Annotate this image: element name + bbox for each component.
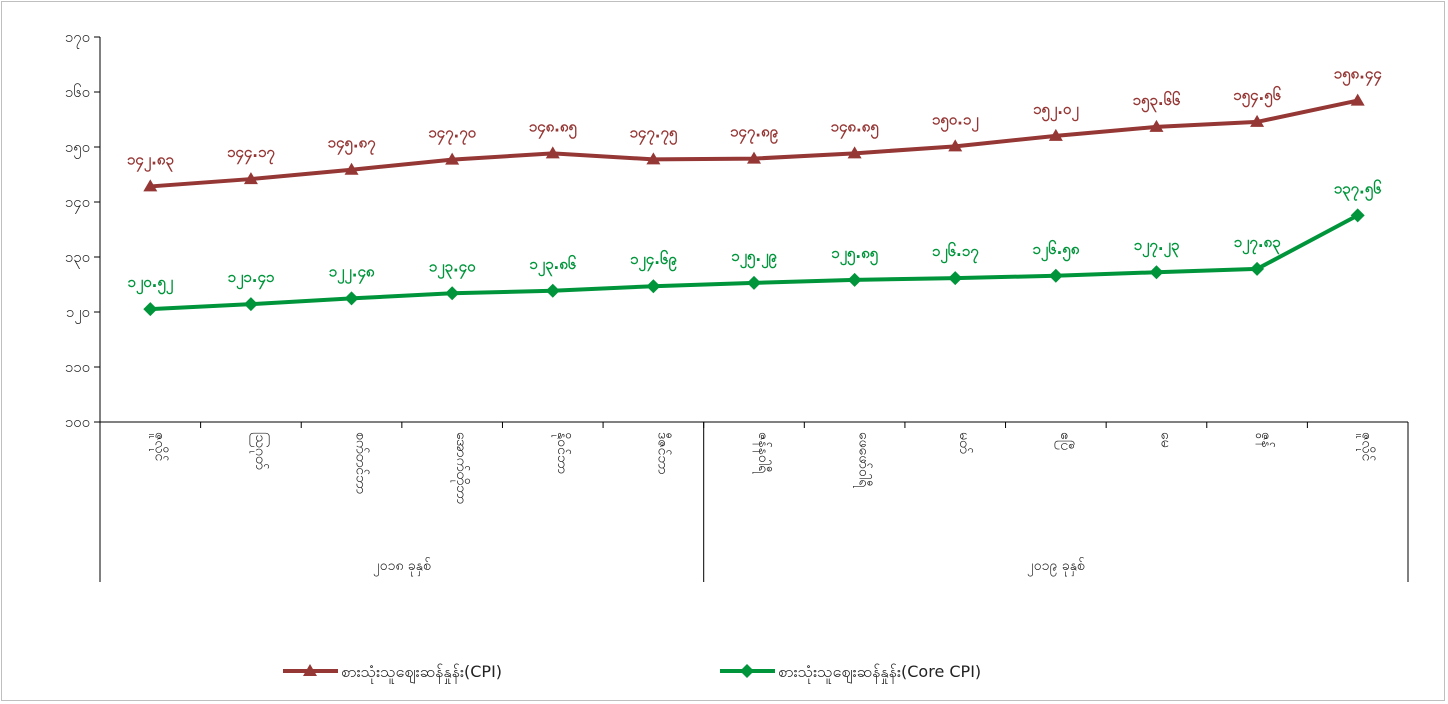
data-point-diamond — [847, 272, 862, 287]
legend: စားသုံးသူဈေးဆန်နှုန်း(CPI) စားသုံးသူဈေးဆန… — [283, 662, 981, 684]
data-point-triangle — [1149, 119, 1164, 132]
x-category-label: မတ် — [956, 432, 972, 454]
data-point-diamond — [646, 279, 661, 294]
data-label: ၁၂၅.၈၅ — [831, 244, 879, 266]
data-point-diamond — [243, 297, 258, 312]
data-label: ၁၄၈.၈၅ — [529, 117, 578, 139]
data-label: ၁၂၆.၅၈ — [1032, 239, 1079, 262]
data-point-diamond — [445, 286, 460, 301]
data-point-triangle — [1350, 93, 1365, 106]
data-point-triangle — [143, 179, 158, 192]
data-label: ၁၄၂.၈၃ — [127, 150, 175, 172]
data-point-diamond — [747, 275, 761, 290]
data-point-diamond — [1350, 208, 1365, 223]
chart-axes — [99, 37, 1408, 423]
series-markers — [143, 93, 1365, 317]
data-point-triangle — [1048, 128, 1063, 141]
data-label: ၁၄၇.၇၀ — [428, 124, 476, 146]
data-label: ၁၂၀.၅၂ — [127, 273, 173, 295]
y-tick-label: ၁၄၀ — [65, 193, 90, 214]
x-category-label: ဇွန် — [1256, 432, 1274, 448]
legend-marker-triangle — [303, 664, 317, 676]
data-point-triangle — [747, 151, 761, 164]
data-label: ၁၂၆.၁၇ — [932, 241, 979, 264]
data-label: ၁၂၁.၄၁ — [228, 268, 275, 290]
data-point-diamond — [545, 283, 560, 298]
data-labels: ၁၄၂.၈၃ ၁၄၄.၁၇ ၁၄၅.၈၇ ၁၄၇.၇၀ ၁၄၈.၈၅ ၁၄၇.၇၅ ၁၄၇.… — [127, 65, 1382, 296]
data-point-triangle — [243, 172, 258, 185]
y-tick-label: ၁၁၀ — [65, 358, 90, 376]
data-label: ၁၂၇.၈၃ — [1234, 233, 1282, 255]
x-category-label: ဇန်နဝါရီ — [753, 432, 771, 474]
data-label: ၁၂၃.၄၀ — [429, 257, 476, 279]
data-point-diamond — [1149, 265, 1164, 280]
data-label: ၁၂၂.၄၈ — [329, 262, 375, 284]
data-label: ၁၄၅.၈၇ — [328, 134, 377, 156]
data-point-diamond — [948, 271, 963, 286]
data-label: ၁၄၈.၈၅ — [831, 117, 880, 139]
data-point-triangle — [344, 162, 359, 175]
data-label: ၁၅၀.၁၂ — [932, 110, 979, 132]
data-point-diamond — [143, 302, 158, 317]
data-point-diamond — [1048, 268, 1063, 283]
data-point-triangle — [646, 152, 661, 165]
data-point-triangle — [1250, 114, 1265, 127]
y-axis-ticks: ၁၀၀ ၁၁၀ ၁၂၀ ၁၃၀ ၁၄၀ ၁၅၀ ၁၆၀ ၁၇၀ — [65, 28, 100, 431]
legend-entry-label: စားသုံးသူဈေးဆန်နှုန်း(CPI) — [341, 662, 502, 684]
y-tick-label: ၁၀၀ — [65, 413, 90, 431]
data-label: ၁၅၈.၄၄ — [1334, 65, 1383, 87]
legend-marker-diamond — [740, 664, 754, 678]
data-label: ၁၄၇.၈၉ — [730, 123, 779, 145]
x-category-label: ဇူလိုင် — [1357, 432, 1375, 461]
data-label: ၁၄၇.၇၅ — [629, 123, 677, 145]
data-label: ၁၂၇.၂၃ — [1134, 236, 1180, 258]
data-point-diamond — [344, 291, 359, 306]
y-tick-label: ၁၇၀ — [65, 28, 90, 49]
x-category-label: အောက်တိုဘာ — [451, 432, 469, 504]
x-category-label: ဖေဖော်ဝါရီ — [854, 432, 872, 488]
year-group-label: ၂၀၁၉ ခုနှစ် — [1027, 558, 1085, 576]
data-label: ၁၅၃.၆၆ — [1133, 90, 1181, 113]
data-label: ၁၂၄.၆၉ — [630, 249, 677, 272]
y-tick-label: ၁၃၀ — [65, 248, 90, 269]
legend-entry-label: စားသုံးသူဈေးဆန်နှုန်း(Core CPI) — [778, 662, 981, 684]
data-point-triangle — [545, 146, 560, 159]
data-label: ၁၅၄.၅၆ — [1233, 85, 1281, 108]
x-category-label: မေ — [1157, 432, 1173, 448]
data-point-triangle — [847, 146, 862, 159]
y-tick-label: ၁၅၀ — [65, 138, 90, 159]
x-category-label: ဧပြီ — [1055, 432, 1073, 450]
x-category-label: ဒီဇင်ဘာ — [654, 432, 670, 475]
x-axis-categories: ဇူလိုင် ဩဂုတ် စက်တင်ဘာ အောက်တိုဘာ နိုဝင်ဘာ ဒီ… — [99, 422, 1409, 504]
data-point-triangle — [445, 152, 460, 165]
x-category-label: နိုဝင်ဘာ — [552, 432, 570, 474]
data-label: ၁၅၂.၀၂ — [1033, 100, 1079, 122]
data-point-triangle — [948, 139, 963, 152]
y-tick-label: ၁၂၀ — [66, 303, 90, 324]
x-axis-year-groups: ၂၀၁၈ ခုနှစ် ၂၀၁၉ ခုနှစ် — [99, 422, 1409, 582]
x-category-label: ဩဂုတ် — [250, 432, 269, 470]
year-group-label: ၂၀၁၈ ခုနှစ် — [373, 558, 431, 576]
data-label: ၁၂၃.၈၆ — [529, 254, 577, 277]
data-label: ၁၂၅.၂၉ — [731, 247, 777, 269]
y-tick-label: ၁၆၀ — [65, 83, 90, 101]
data-label: ၁၄၄.၁၇ — [227, 143, 275, 165]
data-label: ၁၃၇.၅၆ — [1334, 178, 1382, 201]
x-category-label: ဇူလိုင် — [149, 432, 167, 461]
x-category-label: စက်တင်ဘာ — [353, 432, 369, 494]
data-point-diamond — [1250, 261, 1265, 276]
